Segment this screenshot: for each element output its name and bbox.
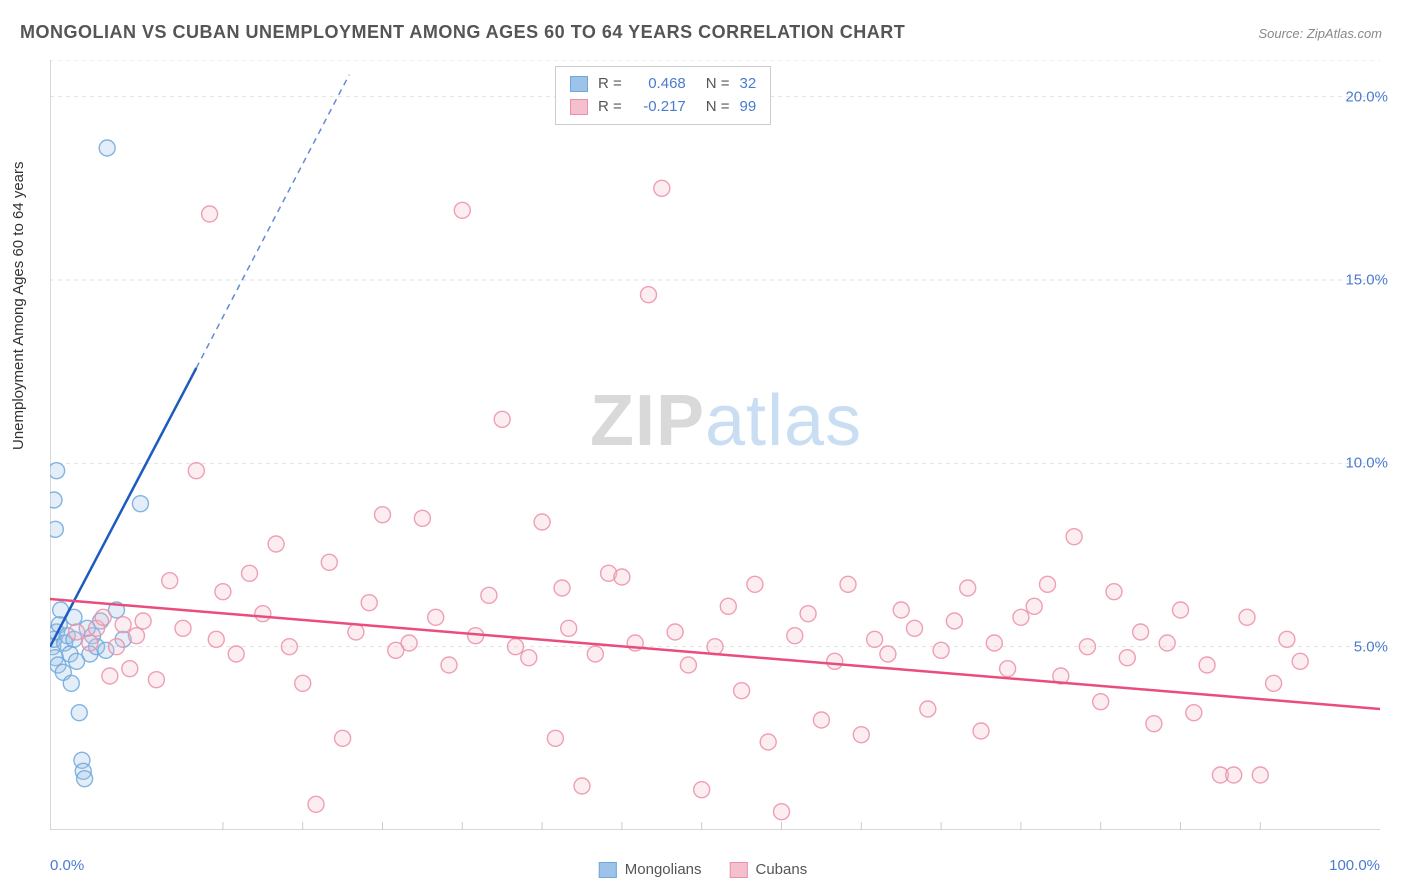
stats-row: R = 0.468 N = 32 bbox=[570, 73, 756, 96]
chart-title: MONGOLIAN VS CUBAN UNEMPLOYMENT AMONG AG… bbox=[20, 22, 905, 43]
x-max-label: 100.0% bbox=[1329, 857, 1380, 874]
series-swatch bbox=[570, 99, 588, 115]
y-axis-label: Unemployment Among Ages 60 to 64 years bbox=[10, 161, 27, 450]
plot-area bbox=[50, 60, 1380, 830]
y-tick-label: 15.0% bbox=[1345, 272, 1388, 289]
r-label: R = bbox=[598, 73, 622, 96]
r-value: 0.468 bbox=[632, 73, 686, 96]
series-swatch bbox=[570, 76, 588, 92]
legend-item: Cubans bbox=[730, 861, 808, 878]
stats-legend-box: R = 0.468 N = 32 R = -0.217 N = 99 bbox=[555, 66, 771, 125]
legend-label: Cubans bbox=[756, 861, 808, 878]
y-tick-label: 5.0% bbox=[1354, 638, 1388, 655]
series-legend: Mongolians Cubans bbox=[599, 861, 807, 878]
y-tick-label: 20.0% bbox=[1345, 88, 1388, 105]
legend-item: Mongolians bbox=[599, 861, 702, 878]
source-attribution: Source: ZipAtlas.com bbox=[1258, 26, 1382, 41]
r-label: R = bbox=[598, 96, 622, 119]
x-min-label: 0.0% bbox=[50, 857, 84, 874]
n-value: 32 bbox=[740, 73, 757, 96]
y-tick-label: 10.0% bbox=[1345, 455, 1388, 472]
n-label: N = bbox=[706, 73, 730, 96]
n-label: N = bbox=[706, 96, 730, 119]
legend-swatch bbox=[730, 862, 748, 878]
n-value: 99 bbox=[740, 96, 757, 119]
legend-swatch bbox=[599, 862, 617, 878]
scatter-plot-svg bbox=[50, 60, 1380, 830]
chart-container: MONGOLIAN VS CUBAN UNEMPLOYMENT AMONG AG… bbox=[0, 0, 1406, 892]
legend-label: Mongolians bbox=[625, 861, 702, 878]
stats-row: R = -0.217 N = 99 bbox=[570, 96, 756, 119]
r-value: -0.217 bbox=[632, 96, 686, 119]
